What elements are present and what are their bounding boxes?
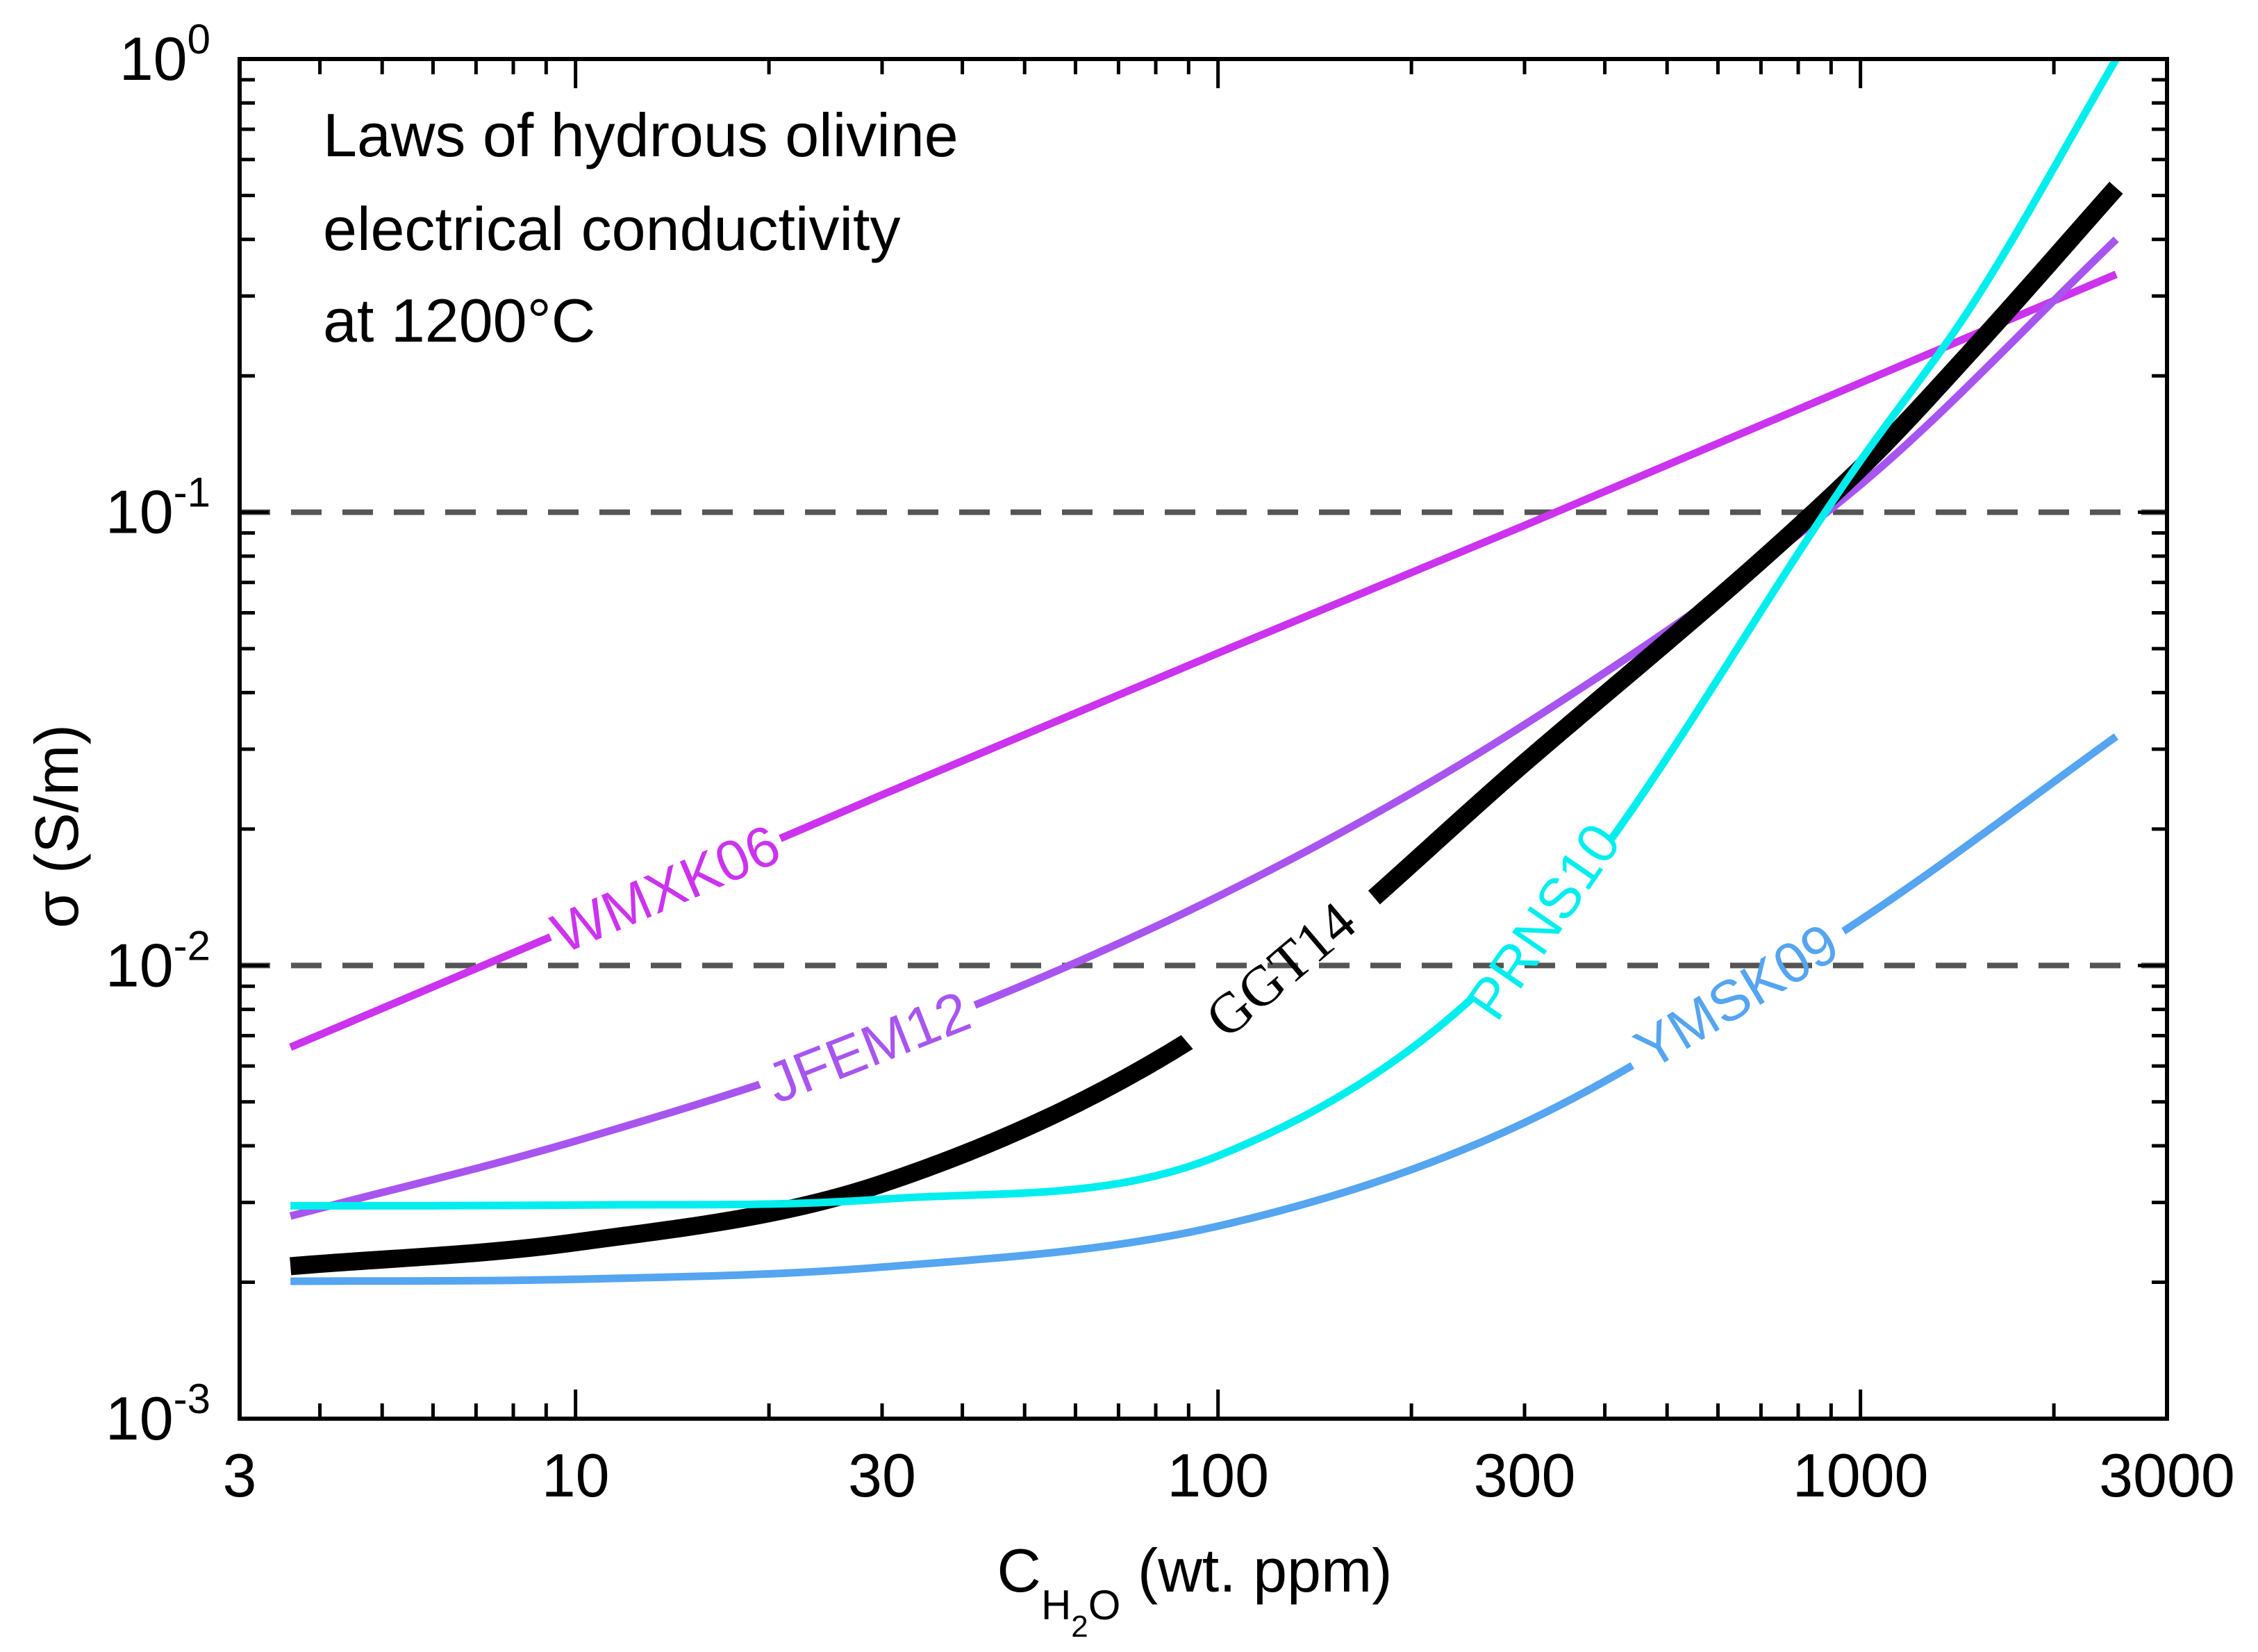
series-label-jfem12: JFEM12 <box>758 980 979 1116</box>
x-axis-label-base: C <box>997 1536 1041 1605</box>
y-tick-label-3: 100 <box>119 16 210 93</box>
series-label-wmxk06: WMXK06 <box>543 813 789 966</box>
series-line-ggt14 <box>290 181 2123 1276</box>
y-axis-label: σ (S/m) <box>22 724 91 928</box>
annotation-line-1: Laws of hydrous olivine <box>323 101 958 169</box>
plot-frame <box>238 57 2169 1421</box>
x-tick-label-6: 3000 <box>2099 1441 2235 1510</box>
x-axis-label-rest: (wt. ppm) <box>1120 1536 1392 1605</box>
y-tick-label-2: 10-1 <box>106 469 210 547</box>
x-tick-label-4: 300 <box>1474 1441 1576 1510</box>
series-line-prns10 <box>290 57 2120 1210</box>
series-line-wmxk06 <box>289 270 2118 1051</box>
x-axis-label: CH2O (wt. ppm) <box>997 1536 1392 1644</box>
x-axis-label-sub-h: H <box>1041 1582 1071 1628</box>
y-tick-label-0: 10-3 <box>106 1376 210 1453</box>
series-layer <box>289 57 2123 1285</box>
series-label-prns10: PRNS10 <box>1455 812 1633 1031</box>
series-label-ymsk09: YMSK09 <box>1625 912 1850 1082</box>
x-axis-label-sub-o: O <box>1088 1582 1121 1628</box>
series-label-ggt14: GGT14 <box>1194 890 1368 1050</box>
annotation-line-3: at 1200°C <box>323 286 595 355</box>
x-tick-label-3: 100 <box>1167 1441 1269 1510</box>
x-tick-label-2: 30 <box>848 1441 916 1510</box>
y-tick-label-1: 10-2 <box>106 922 210 999</box>
series-line-jfem12 <box>289 236 2119 1220</box>
series-line-ymsk09 <box>290 733 2119 1285</box>
annotation-line-2: electrical conductivity <box>323 194 900 263</box>
chart-annotation: Laws of hydrous olivine electrical condu… <box>323 101 958 355</box>
x-tick-label-0: 3 <box>223 1441 257 1510</box>
x-tick-label-5: 1000 <box>1793 1441 1929 1510</box>
ticks <box>238 57 2169 1421</box>
axes <box>238 57 2169 1421</box>
x-tick-label-1: 10 <box>542 1441 610 1510</box>
tick-labels: 3 10 30 100 300 1000 3000 10-3 10-2 10-1 100 <box>106 16 2235 1510</box>
x-axis-label-sub-2: 2 <box>1071 1610 1088 1644</box>
reference-lines <box>240 509 2167 969</box>
